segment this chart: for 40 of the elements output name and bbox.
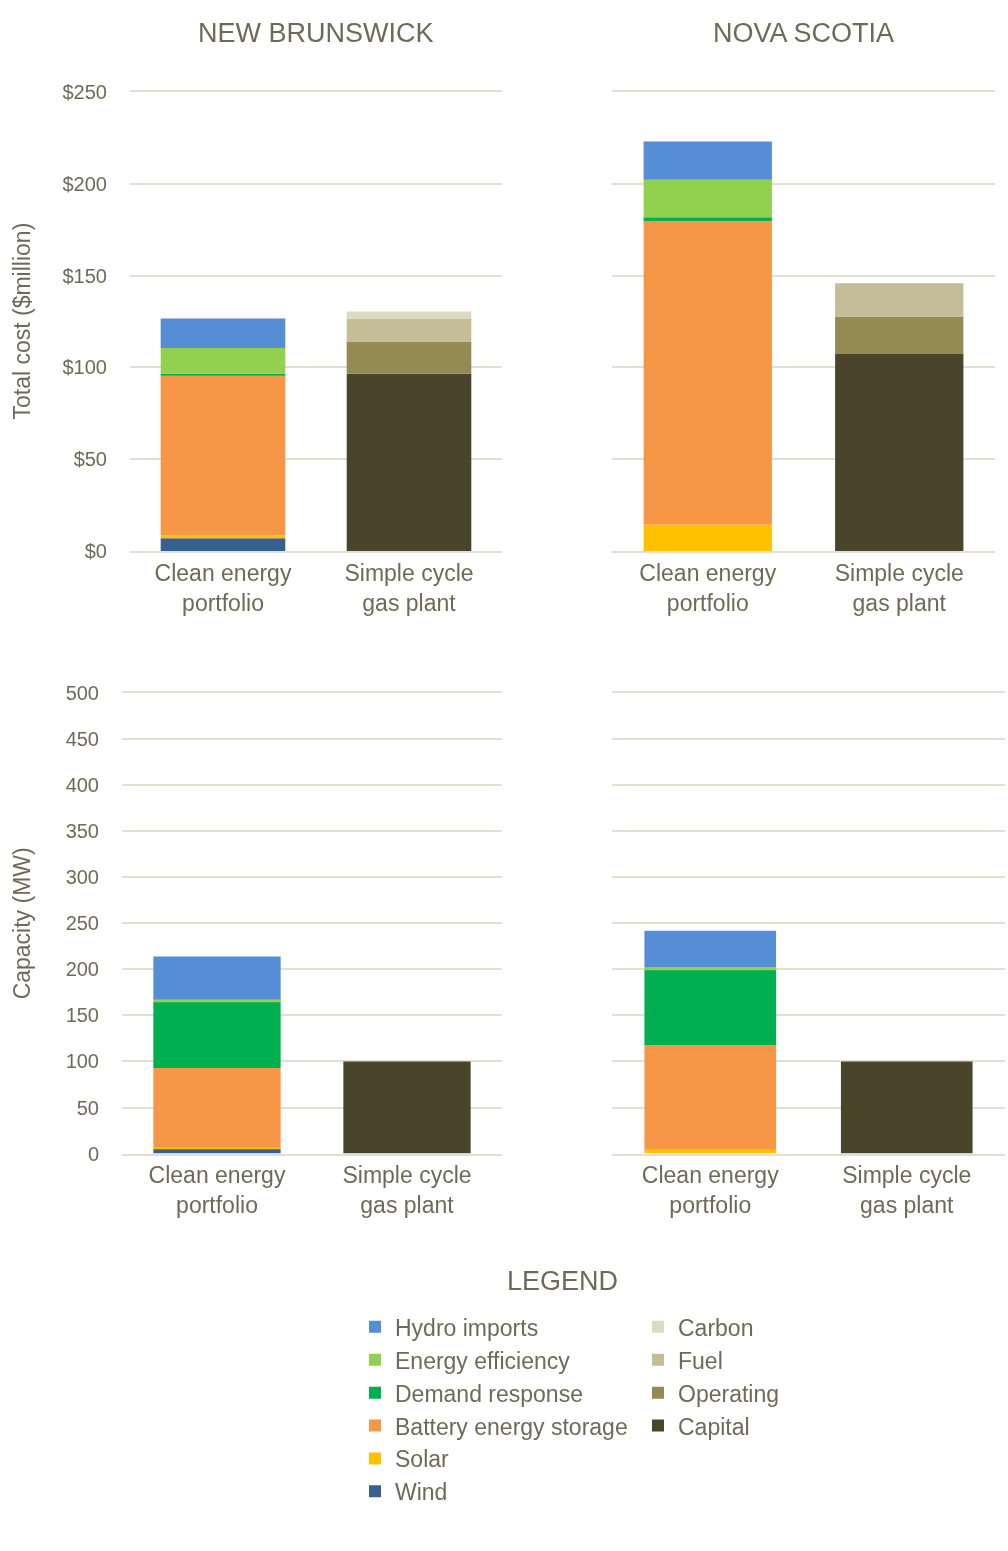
legend-label: Capital — [678, 1413, 750, 1440]
y-tick-label: 200 — [65, 958, 99, 981]
legend-label: Battery energy storage — [395, 1413, 628, 1440]
chart-title: NOVA SCOTIA — [713, 18, 895, 48]
legend-title: LEGEND — [507, 1266, 619, 1296]
chart-title: NEW BRUNSWICK — [198, 18, 434, 48]
legend-label: Hydro imports — [395, 1314, 539, 1341]
y-tick-label: 300 — [65, 866, 99, 889]
y-axis-title: Capacity (MW) — [8, 847, 35, 1000]
y-tick-label: 100 — [65, 1050, 99, 1073]
x-tick-label: Clean energy portfolio — [639, 559, 777, 616]
y-tick-label: 350 — [65, 820, 99, 843]
y-tick-label: $200 — [62, 172, 107, 195]
y-tick-label: 0 — [87, 1142, 99, 1165]
legend-label: Energy efficiency — [395, 1347, 571, 1374]
legend-label: Operating — [678, 1380, 780, 1407]
y-tick-label: $100 — [62, 356, 107, 379]
y-tick-label: $50 — [73, 448, 107, 471]
y-tick-label: 500 — [65, 682, 99, 705]
legend-label: Solar — [395, 1446, 450, 1473]
x-tick-label: Simple cycle gas plant — [344, 559, 474, 616]
y-axis-title: Total cost ($million) — [9, 222, 36, 420]
x-tick-label: Simple cycle gas plant — [342, 1162, 472, 1219]
y-tick-label: 400 — [65, 774, 99, 797]
legend-label: Wind — [395, 1479, 448, 1506]
x-tick-label: Clean energy portfolio — [641, 1162, 780, 1219]
y-tick-label: 150 — [65, 1004, 99, 1027]
x-tick-label: Clean energy portfolio — [154, 559, 292, 616]
x-tick-label: Simple cycle gas plant — [842, 1162, 972, 1219]
legend-label: Fuel — [678, 1347, 723, 1374]
legend-label: Carbon — [678, 1314, 754, 1341]
x-tick-label: Clean energy portfolio — [148, 1162, 286, 1219]
y-tick-label: $150 — [62, 264, 107, 287]
y-tick-label: $250 — [62, 80, 107, 103]
x-tick-label: Simple cycle gas plant — [834, 559, 964, 616]
y-tick-label: 250 — [65, 912, 99, 935]
legend-label: Demand response — [395, 1380, 583, 1407]
y-tick-label: 450 — [65, 728, 99, 751]
y-tick-label: $0 — [84, 540, 107, 563]
y-tick-label: 50 — [76, 1096, 99, 1119]
